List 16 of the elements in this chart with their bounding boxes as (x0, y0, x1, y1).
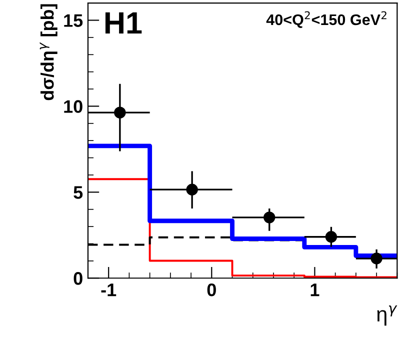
point (186, 184, 198, 196)
annotation: 40<Q$^{2}$<150 GeV$^{2}$ (266, 11, 386, 28)
y-tick-label: 5 (74, 186, 83, 199)
point (370, 252, 382, 264)
x-tick-label: 0 (207, 283, 216, 296)
x-tick-label: -1 (101, 284, 116, 296)
y-tick-label: 0 (74, 272, 82, 285)
point (264, 212, 276, 224)
y-tick-label: 15 (64, 14, 83, 27)
point (325, 231, 338, 243)
annotation: H1 (105, 12, 142, 34)
x-tick-label: 1 (310, 284, 320, 296)
point (114, 106, 126, 118)
y-tick-label: 10 (64, 100, 82, 113)
y-axis-title: dσ/dη$^{γ}$ [pb] (40, 4, 58, 100)
x-axis-title: η$^{γ}$ (377, 305, 398, 326)
